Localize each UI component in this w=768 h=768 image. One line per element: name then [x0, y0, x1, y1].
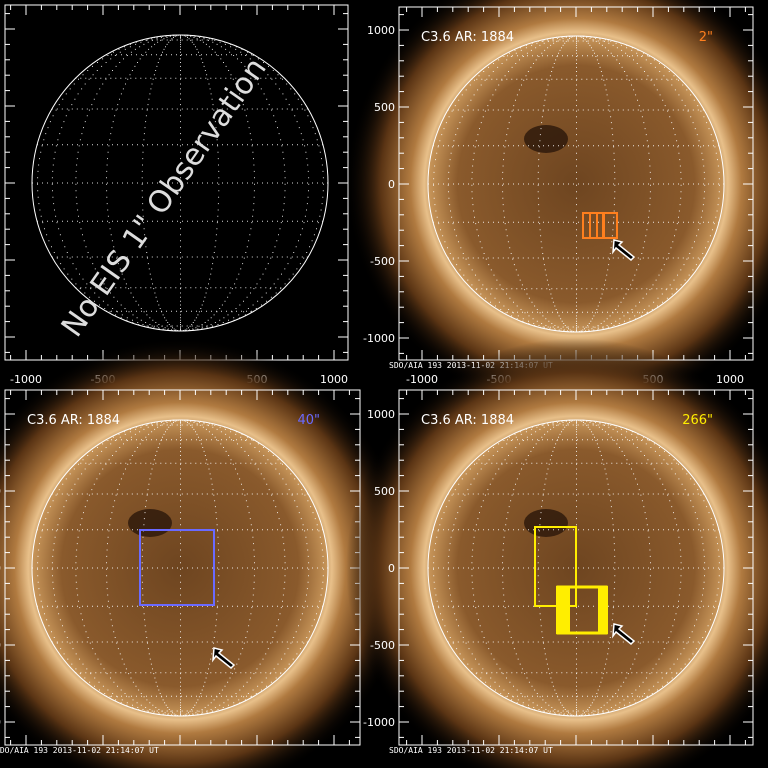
y-tick-label: 0 — [0, 562, 1, 575]
y-tick-label: -1000 — [363, 332, 395, 345]
y-tick-label: 1000 — [367, 24, 395, 37]
y-tick-label: -500 — [370, 639, 395, 652]
slit-width-label: 2" — [699, 30, 713, 45]
coronal-hole — [524, 509, 568, 537]
eis-raster-box — [598, 586, 603, 634]
y-tick-label: -1000 — [363, 716, 395, 729]
y-tick-label: -500 — [0, 639, 1, 652]
y-tick-label: -1000 — [0, 716, 1, 729]
flare-location-arrow-icon — [612, 239, 636, 262]
heliographic-grid — [32, 419, 328, 717]
eis-raster-box — [602, 212, 618, 239]
solar-disk — [32, 420, 328, 716]
x-tick-label: -1000 — [406, 373, 438, 386]
heliographic-grid — [428, 35, 724, 333]
x-tick-label: -1000 — [10, 373, 42, 386]
panel-40arcsec: 500 0 -500 -1000 C3.6 AR: 1884 40" SDO/AIA 193… — [0, 338, 410, 768]
slit-width-label: 266" — [682, 413, 713, 428]
eis-raster-box — [534, 526, 577, 607]
solar-disk — [428, 36, 724, 332]
slit-width-label: 40" — [297, 413, 320, 428]
coronal-hole — [128, 509, 172, 537]
y-tick-label: 500 — [374, 101, 395, 114]
x-tick-label: 1000 — [320, 373, 348, 386]
heliographic-grid — [428, 419, 724, 717]
y-tick-label: 0 — [388, 178, 395, 191]
instrument-footer: SDO/AIA 193 2013-11-02 21:14:07 UT — [0, 746, 159, 755]
y-tick-label: 500 — [0, 485, 1, 498]
flare-location-arrow-icon — [212, 647, 236, 670]
y-tick-label: 1000 — [367, 408, 395, 421]
flare-location-arrow-icon — [612, 623, 636, 646]
eis-raster-box — [565, 586, 570, 634]
y-tick-label: -500 — [370, 255, 395, 268]
flare-ar-label: C3.6 AR: 1884 — [421, 413, 514, 428]
panel-266arcsec: 1000 500 0 -500 -1000 C3.6 AR: 1884 266" SDO/AI… — [346, 338, 768, 768]
coronal-hole — [524, 125, 568, 153]
x-tick-label: 1000 — [716, 373, 744, 386]
panel-no-obs: -1000-50005001000No EIS 1" Observation — [4, 4, 349, 386]
eis-raster-box — [560, 586, 565, 634]
no-observation-label: No EIS 1" Observation — [55, 52, 274, 344]
flare-ar-label: C3.6 AR: 1884 — [27, 413, 120, 428]
y-tick-label: 0 — [388, 562, 395, 575]
eis-raster-box — [556, 585, 608, 635]
instrument-footer: SDO/AIA 193 2013-11-02 21:14:07 UT — [389, 746, 553, 755]
heliographic-grid — [32, 34, 328, 332]
y-tick-label: 500 — [374, 485, 395, 498]
eis-raster-box — [139, 529, 215, 606]
flare-ar-label: C3.6 AR: 1884 — [421, 30, 514, 45]
